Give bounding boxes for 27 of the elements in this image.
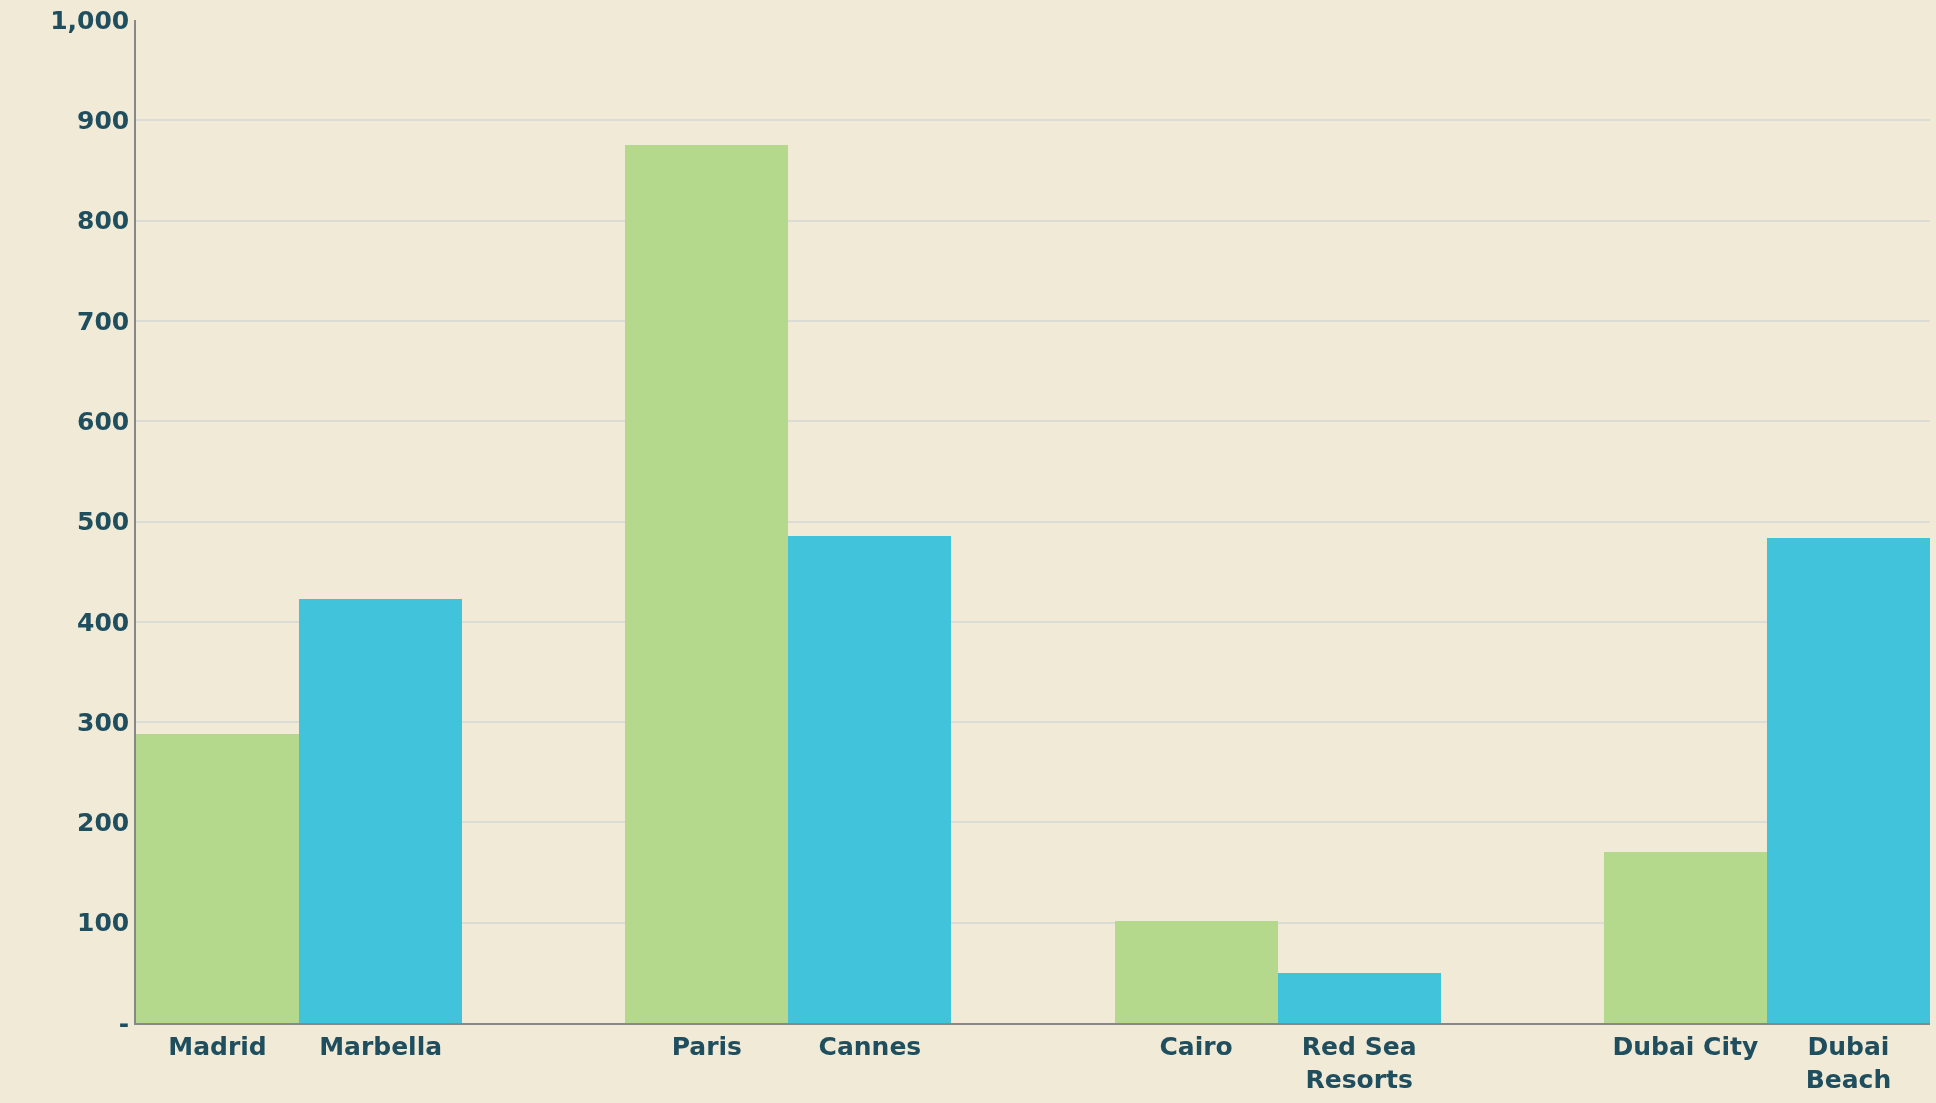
y-tick-label: 600 — [77, 406, 130, 436]
x-tick-label: Madrid — [168, 1032, 267, 1061]
y-tick-label: 1,000 — [50, 5, 130, 35]
x-tick-label: Cairo — [1159, 1032, 1233, 1061]
y-tick-label: - — [118, 1008, 130, 1038]
y-tick-label: 200 — [77, 808, 130, 838]
bar — [299, 599, 462, 1023]
x-tick-label: Red Sea Resorts — [1301, 1032, 1417, 1094]
bar — [788, 536, 951, 1023]
bar — [1767, 538, 1930, 1023]
bar — [1115, 921, 1278, 1023]
y-tick-label: 400 — [77, 607, 130, 637]
y-tick-label: 800 — [77, 206, 130, 236]
x-tick-label: Cannes — [818, 1032, 922, 1061]
bar — [1604, 852, 1767, 1023]
bar — [136, 734, 299, 1023]
y-tick-label: 900 — [77, 106, 130, 136]
x-tick-label: Dubai City — [1612, 1032, 1759, 1061]
x-tick-label: Marbella — [319, 1032, 443, 1061]
bar — [1278, 973, 1441, 1023]
x-tick-label: Dubai Beach — [1805, 1032, 1892, 1094]
y-tick-label: 500 — [77, 507, 130, 537]
bar — [625, 145, 788, 1023]
y-tick-label: 300 — [77, 707, 130, 737]
y-tick-label: 100 — [77, 908, 130, 938]
x-tick-label: Paris — [671, 1032, 742, 1061]
y-tick-label: 700 — [77, 306, 130, 336]
